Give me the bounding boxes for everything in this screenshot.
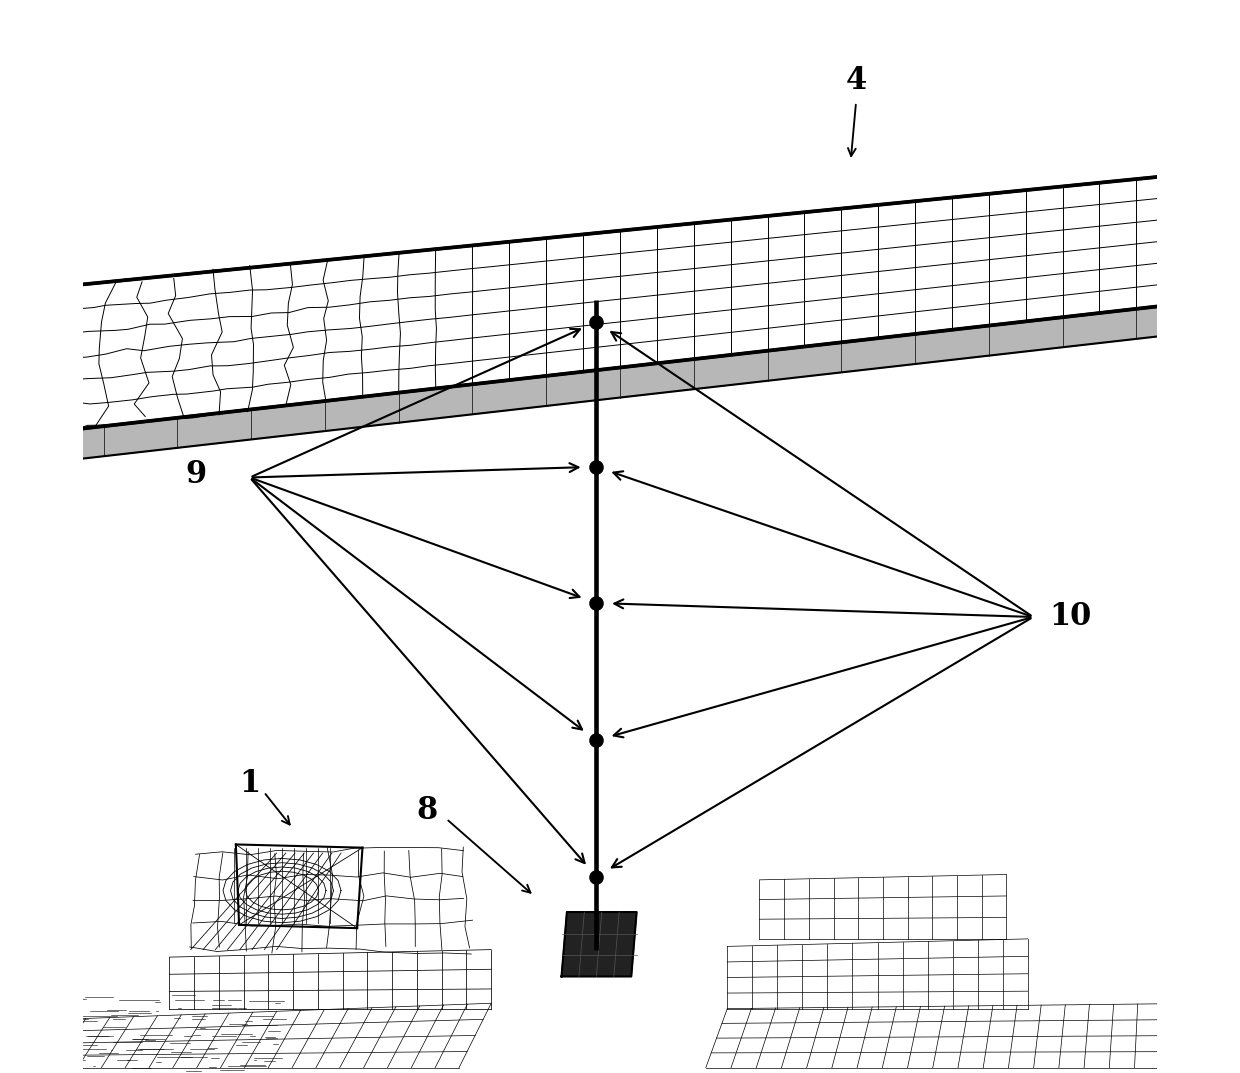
Text: 1: 1: [239, 768, 260, 798]
Text: 9: 9: [186, 459, 207, 489]
Polygon shape: [562, 912, 636, 976]
Polygon shape: [30, 300, 1210, 465]
Text: 8: 8: [417, 795, 438, 825]
Text: 4: 4: [846, 65, 867, 95]
Text: 10: 10: [1049, 602, 1091, 632]
